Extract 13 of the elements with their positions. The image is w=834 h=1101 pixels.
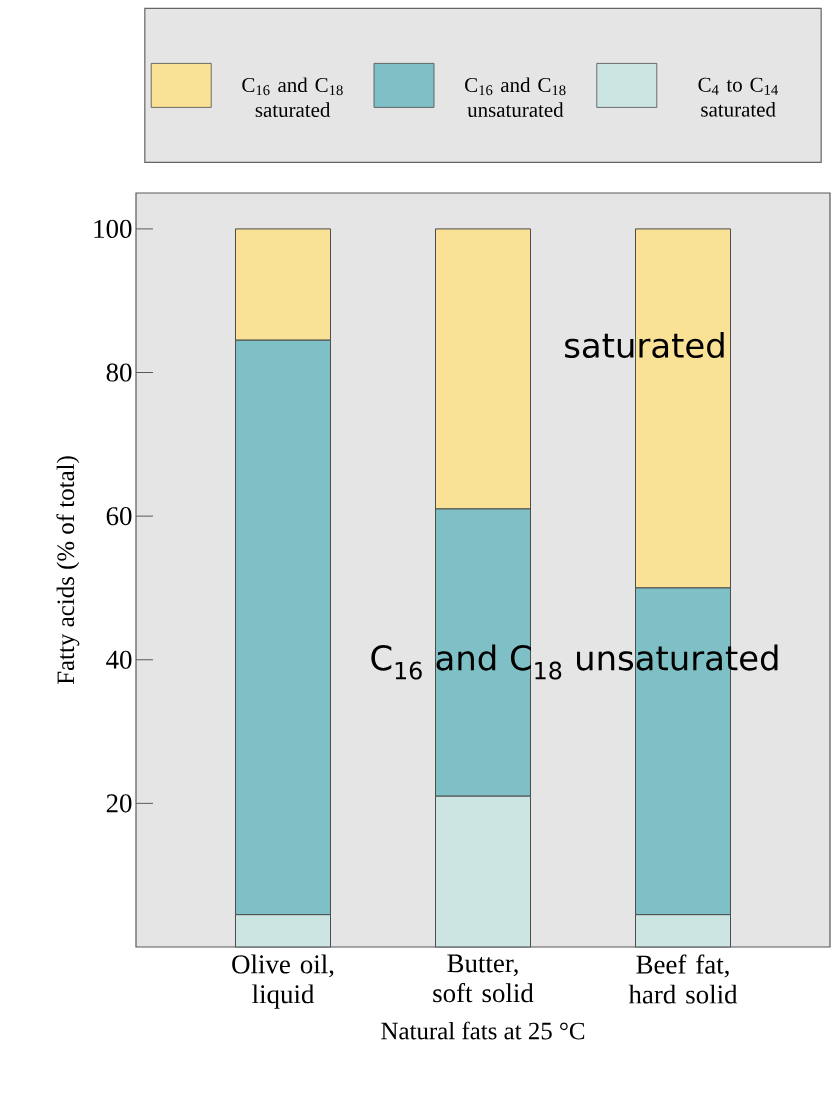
legend-label: C$_{16}$ and C$_{18}$ unsaturated: [465, 77, 566, 118]
x-axis-title: Natural fats at 25 °C: [381, 1021, 585, 1040]
x-tick-label: Beef fat, hard solid: [628, 954, 738, 1004]
y-tick-label: 80: [106, 363, 132, 382]
legend-label: C$_{4}$ to C$_{14}$ saturated: [698, 77, 778, 117]
y-tick-label: 100: [94, 219, 132, 238]
x-tick-label: Olive oil, liquid: [232, 954, 334, 1009]
y-tick-label: 40: [106, 650, 132, 669]
x-tick-label: Butter, soft solid: [433, 954, 534, 1003]
y-axis-title: Fatty acids (% of total): [56, 456, 80, 685]
legend-label: C$_{16}$ and C$_{18}$ saturated: [242, 77, 343, 118]
y-tick-label: 20: [106, 794, 132, 813]
y-tick-label: 60: [106, 507, 132, 526]
